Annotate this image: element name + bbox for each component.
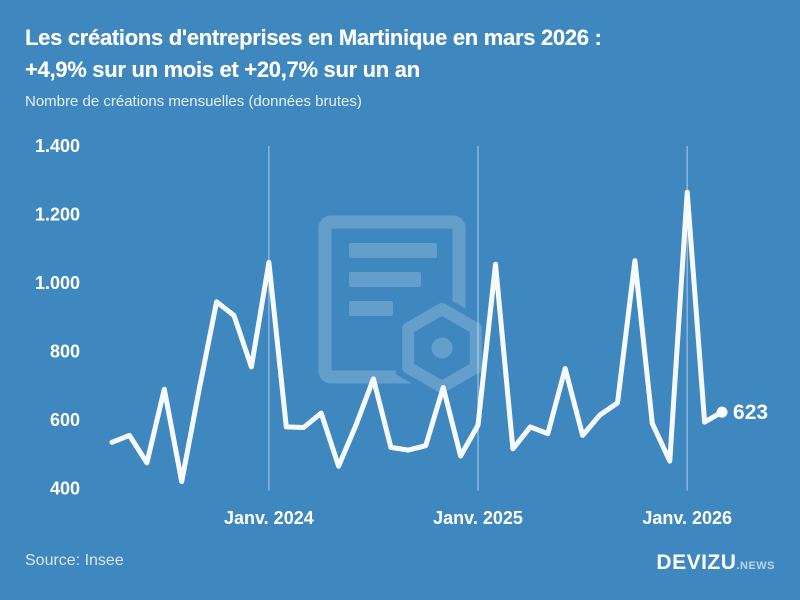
chart-header: Les créations d'entreprises en Martiniqu…: [25, 22, 780, 110]
y-axis-tick-label: 800: [50, 342, 80, 362]
watermark-doc-text-line-3: [349, 301, 393, 316]
brand-suffix: .NEWS: [736, 560, 775, 572]
watermark-doc-text-line-1: [349, 243, 437, 258]
watermark-hexagon-cut: [396, 295, 488, 401]
x-axis-tick-label: Janv. 2025: [433, 508, 523, 528]
y-axis-tick-label: 600: [50, 410, 80, 430]
y-axis-tick-label: 1.000: [35, 273, 80, 293]
watermark-doc-outline: [318, 215, 466, 384]
source-label: Source: Insee: [25, 552, 124, 569]
brand-logo: DEVIZU .NEWS: [656, 551, 775, 575]
y-axis-tick-label: 1.200: [35, 205, 80, 225]
end-dot: [716, 406, 728, 418]
series-line: [109, 189, 725, 485]
data-series: 623: [109, 189, 768, 485]
brand-name: DEVIZU: [656, 551, 737, 574]
y-axis-tick-label: 1.400: [35, 136, 80, 156]
hexagon-nut-hole: [431, 337, 453, 359]
chart-title-line2: +4,9% sur un mois et +20,7% sur un an: [25, 57, 420, 82]
x-axis-tick-label: Janv. 2026: [642, 508, 732, 528]
chart-title-line1: Les créations d'entreprises en Martiniqu…: [25, 25, 602, 50]
document-watermark-icon: [318, 215, 488, 401]
chart-subtitle: Nombre de créations mensuelles (données …: [25, 93, 362, 110]
y-axis-tick-label: 400: [50, 479, 80, 499]
axis-labels: Janv. 2024 Janv. 2025 Janv. 2026 400 600 800 1…: [35, 136, 732, 528]
watermark-doc-text-line-2: [349, 272, 421, 287]
end-value-label: 623: [733, 401, 768, 424]
x-axis-tick-label: Janv. 2024: [224, 508, 314, 528]
